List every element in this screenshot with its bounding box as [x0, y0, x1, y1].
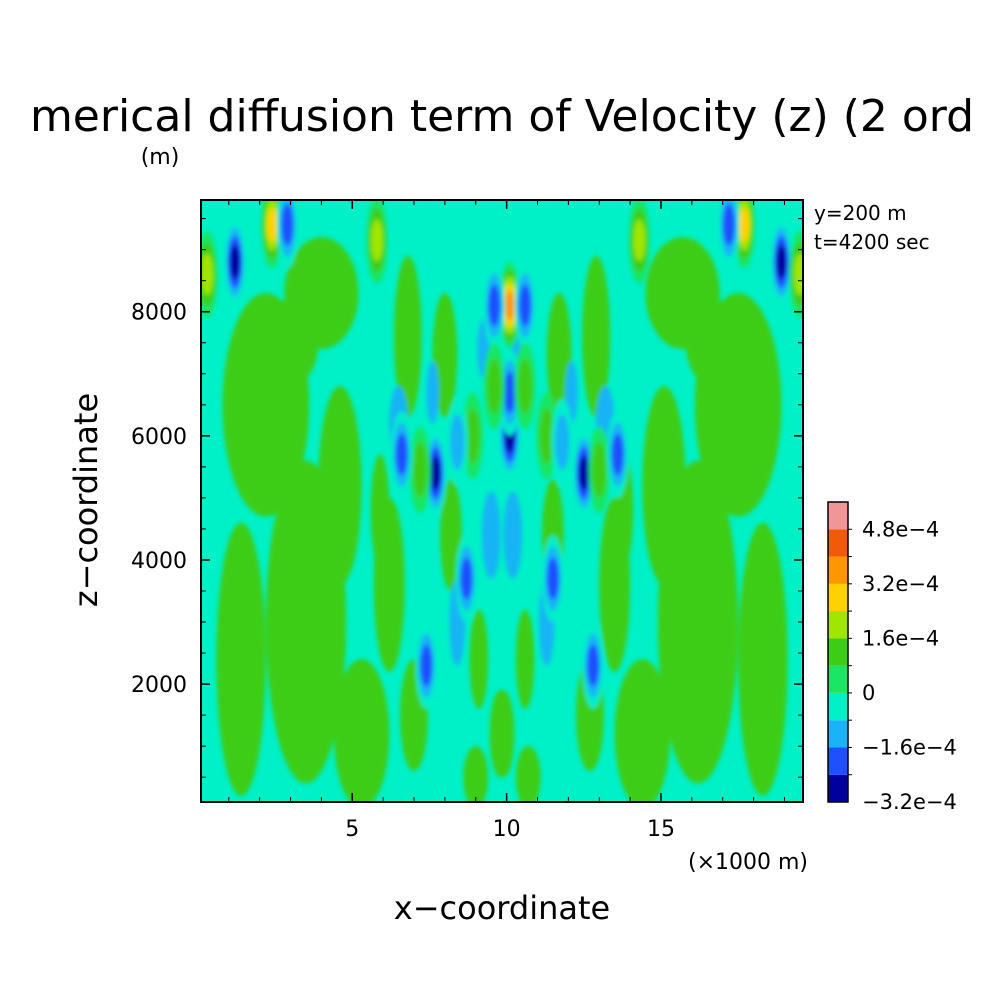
- contour-blob: [642, 386, 686, 585]
- contour-fill: [201, 200, 803, 802]
- y-tick-label: 4000: [131, 549, 187, 574]
- contour-feature: [519, 284, 531, 327]
- contour-blob: [440, 479, 462, 591]
- contour-blob: [333, 659, 390, 802]
- contour-blob: [481, 491, 501, 579]
- x-tick-label: 10: [493, 817, 521, 842]
- contour-feature: [460, 557, 473, 600]
- contour-feature: [554, 414, 570, 470]
- y-tick-label: 2000: [131, 673, 187, 698]
- contour-feature: [465, 408, 480, 464]
- contour-feature: [488, 284, 501, 327]
- contour-feature: [776, 245, 787, 280]
- contour-feature: [281, 203, 294, 246]
- contour-feature: [201, 253, 214, 296]
- contour-feature: [266, 207, 278, 242]
- colorbar-segment: [828, 638, 848, 666]
- colorbar-segment: [828, 774, 848, 802]
- contour-feature: [486, 358, 502, 415]
- annotation-time: t=4200 sec: [814, 230, 930, 254]
- contour-feature: [794, 253, 803, 296]
- contour-blob: [469, 609, 489, 709]
- colorbar-label: 0: [862, 681, 875, 705]
- contour-blob: [393, 255, 422, 418]
- contour-blob: [614, 659, 671, 802]
- contour-feature: [578, 456, 589, 491]
- contour-blob: [262, 299, 319, 387]
- contour-feature: [229, 245, 240, 280]
- contour-feature: [430, 456, 441, 491]
- colorbar-segment: [828, 529, 848, 557]
- y-axis-label: z−coordinate: [67, 393, 105, 607]
- chart-title: merical diffusion term of Velocity (z) (…: [30, 91, 974, 142]
- x-tick-label: 15: [647, 817, 675, 842]
- colorbar-segment: [828, 502, 848, 530]
- contour-blob: [546, 293, 572, 418]
- colorbar-segment: [828, 720, 848, 748]
- contour-feature: [395, 433, 408, 476]
- contour-feature: [591, 442, 607, 498]
- colorbar-segment: [828, 665, 848, 693]
- contour-blob: [370, 454, 390, 567]
- contour-feature: [587, 644, 599, 687]
- colorbar-label: 4.8e−4: [862, 517, 939, 541]
- contour-blob: [463, 746, 489, 802]
- colorbar-segment: [828, 583, 848, 612]
- colorbar-label: 1.6e−4: [862, 626, 939, 650]
- colorbar-label: −3.2e−4: [862, 790, 957, 814]
- contour-feature: [547, 557, 559, 600]
- colorbar-segment: [828, 556, 848, 584]
- axis-ticks: 5 10 15 2000 4000 6000 8000: [131, 200, 803, 842]
- contour-feature: [420, 644, 433, 687]
- annotation-y: y=200 m: [814, 201, 907, 225]
- contour-feature: [503, 371, 516, 414]
- contour-blob: [432, 293, 458, 418]
- contour-blob: [318, 386, 362, 585]
- contour-blob: [492, 690, 515, 778]
- contour-feature: [517, 358, 533, 415]
- contour-feature: [739, 207, 750, 242]
- x-axis-label: x−coordinate: [394, 889, 610, 927]
- contour-feature: [539, 408, 555, 464]
- colorbar-segment: [828, 692, 848, 721]
- y-tick-label: 6000: [131, 425, 187, 450]
- contour-blob: [582, 255, 611, 418]
- contour-feature: [633, 219, 646, 262]
- contour-feature: [412, 442, 428, 498]
- contour-blob: [515, 746, 541, 802]
- contour-feature: [371, 219, 383, 262]
- contour-feature: [449, 414, 465, 470]
- contour-blob: [216, 522, 266, 796]
- contour-feature: [611, 433, 624, 476]
- plot-frame: [200, 199, 804, 803]
- colorbar-label: 3.2e−4: [862, 572, 939, 596]
- contour-blob: [503, 491, 523, 579]
- contour-blob: [738, 522, 788, 796]
- y-tick-label: 8000: [131, 301, 187, 326]
- contour-blob: [685, 299, 742, 387]
- x-axis-unit: (×1000 m): [688, 850, 808, 875]
- contour-blob: [426, 361, 439, 424]
- contour-feature: [505, 290, 515, 321]
- title-unit: (m): [141, 145, 180, 170]
- contour-feature: [723, 203, 735, 246]
- contour-blob: [515, 609, 535, 709]
- colorbar-segment: [828, 747, 848, 775]
- colorbar: −3.2e−4 −1.6e−4 0 1.6e−4 3.2e−4 4.8e−4: [827, 501, 957, 814]
- colorbar-segment: [828, 611, 848, 639]
- plot-area: [201, 200, 803, 802]
- colorbar-label: −1.6e−4: [862, 735, 957, 759]
- x-tick-label: 5: [345, 817, 359, 842]
